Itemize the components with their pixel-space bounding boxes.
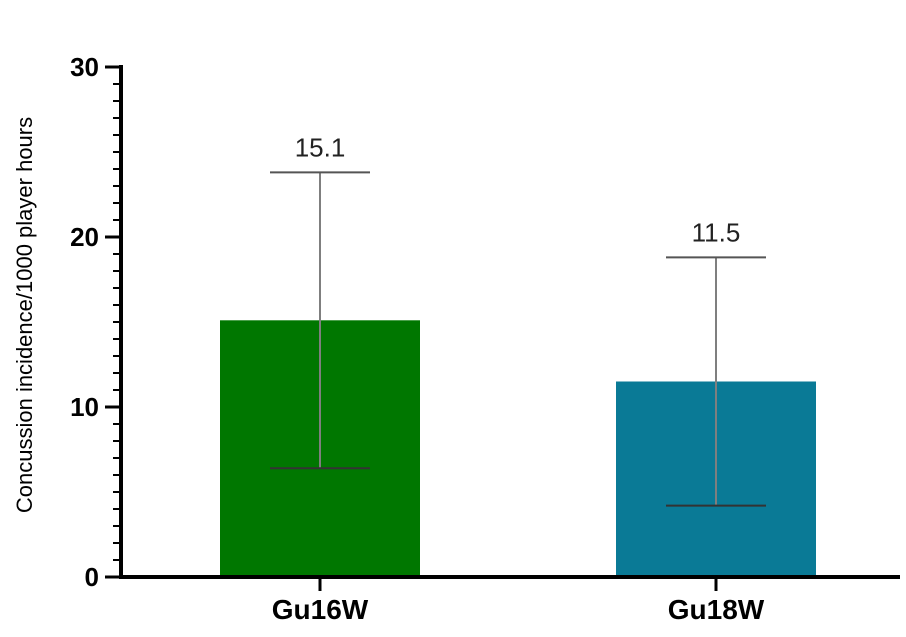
y-tick-label: 10 (70, 392, 99, 422)
bars (220, 320, 816, 577)
y-axis-ticks: 0 10 20 30 (70, 52, 121, 592)
y-tick-label: 30 (70, 52, 99, 82)
data-label: 11.5 (692, 217, 741, 247)
data-label: 15.1 (295, 132, 346, 162)
y-tick-label: 20 (70, 222, 99, 252)
x-category-label: Gu18W (668, 594, 765, 625)
axes (119, 65, 900, 591)
y-axis-label: Concussion incidence/1000 player hours (12, 117, 37, 513)
x-category-label: Gu16W (272, 594, 369, 625)
error-bars (270, 171, 766, 507)
data-labels: 15.1 Gu16W 11.5 Gu18W (272, 132, 765, 625)
y-tick-label: 0 (85, 562, 99, 592)
